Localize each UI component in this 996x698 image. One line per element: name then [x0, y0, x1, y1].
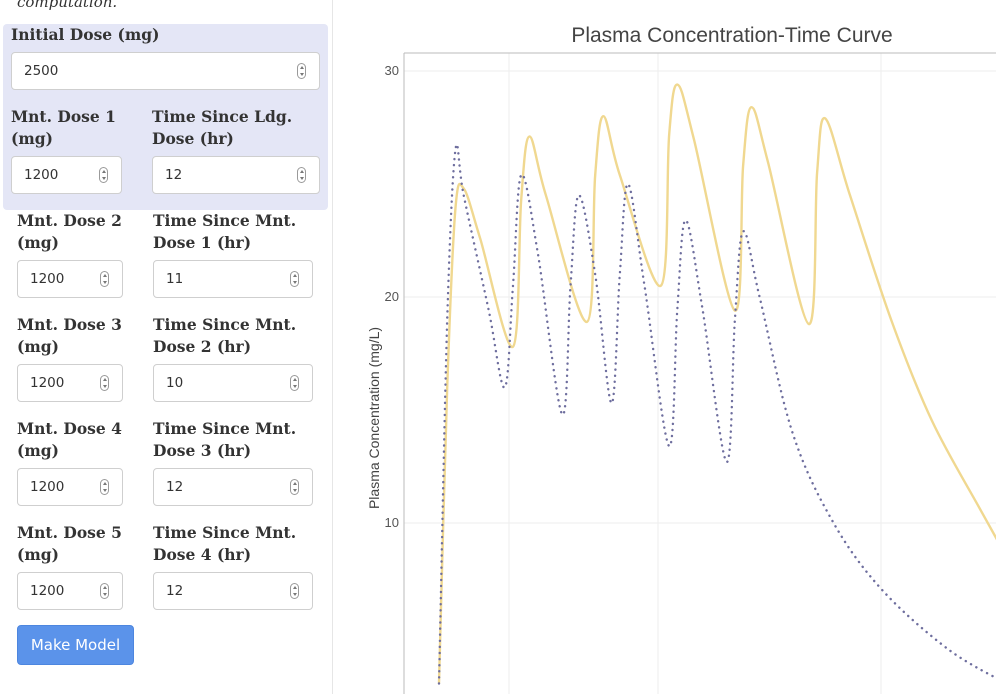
chart-series — [437, 83, 996, 685]
mnt-dose-1-value: 1200 — [24, 167, 59, 183]
spinner-icon[interactable] — [290, 479, 299, 495]
time-since-mnt-dose-3-input[interactable]: 12 — [153, 468, 313, 506]
series-line-dotted — [437, 143, 996, 685]
mnt-dose-3-input[interactable]: 1200 — [17, 364, 123, 402]
mnt-dose-5-input[interactable]: 1200 — [17, 572, 123, 610]
intro-text: computation. — [17, 0, 118, 11]
y-axis-ticks: 10 20 30 — [385, 63, 399, 530]
initial-dose-input[interactable]: 2500 — [11, 52, 320, 90]
spinner-icon[interactable] — [99, 167, 108, 183]
time-since-mnt-dose-2-input[interactable]: 10 — [153, 364, 313, 402]
chart-grid — [404, 53, 996, 694]
spinner-icon[interactable] — [100, 479, 109, 495]
mnt-dose-4-value: 1200 — [30, 479, 65, 495]
mnt-dose-1-label: Mnt. Dose 1 (mg) — [11, 107, 116, 148]
y-tick-label: 10 — [385, 515, 399, 530]
mnt-dose-2-label: Mnt. Dose 2 (mg) — [17, 211, 122, 252]
mnt-dose-1-input[interactable]: 1200 — [11, 156, 122, 194]
time-since-mnt-dose-4-value: 12 — [166, 583, 184, 599]
spinner-icon[interactable] — [100, 375, 109, 391]
chart-panel: 10 20 30 Plasma Concentration-Time Curve P… — [334, 0, 996, 694]
spinner-icon[interactable] — [290, 271, 299, 287]
chart-title: Plasma Concentration-Time Curve — [571, 24, 892, 47]
initial-dose-value: 2500 — [24, 63, 59, 79]
time-since-mnt-dose-3-value: 12 — [166, 479, 184, 495]
mnt-dose-2-input[interactable]: 1200 — [17, 260, 123, 298]
y-axis-label: Plasma Concentration (mg/L) — [366, 327, 382, 509]
time-since-ldg-dose-label: Time Since Ldg. Dose (hr) — [152, 107, 293, 148]
mnt-dose-5-label: Mnt. Dose 5 (mg) — [17, 523, 122, 564]
spinner-icon[interactable] — [290, 375, 299, 391]
mnt-dose-5-value: 1200 — [30, 583, 65, 599]
time-since-mnt-dose-2-label: Time Since Mnt. Dose 2 (hr) — [153, 315, 297, 356]
spinner-icon[interactable] — [100, 271, 109, 287]
time-since-mnt-dose-1-label: Time Since Mnt. Dose 1 (hr) — [153, 211, 297, 252]
spinner-icon[interactable] — [290, 583, 299, 599]
spinner-icon[interactable] — [297, 63, 306, 79]
mnt-dose-2-value: 1200 — [30, 271, 65, 287]
y-tick-label: 20 — [385, 289, 399, 304]
make-model-button[interactable]: Make Model — [17, 625, 134, 665]
time-since-mnt-dose-4-input[interactable]: 12 — [153, 572, 313, 610]
initial-dose-label: Initial Dose (mg) — [11, 25, 160, 44]
concentration-chart: 10 20 30 Plasma Concentration-Time Curve P… — [366, 24, 996, 694]
series-line-solid — [437, 83, 996, 684]
time-since-ldg-dose-input[interactable]: 12 — [152, 156, 320, 194]
y-tick-label: 30 — [385, 63, 399, 78]
time-since-ldg-dose-value: 12 — [165, 167, 183, 183]
input-sidebar: computation. Initial Dose (mg) 2500 Mnt.… — [0, 0, 333, 694]
mnt-dose-3-label: Mnt. Dose 3 (mg) — [17, 315, 122, 356]
mnt-dose-4-label: Mnt. Dose 4 (mg) — [17, 419, 122, 460]
spinner-icon[interactable] — [297, 167, 306, 183]
time-since-mnt-dose-1-value: 11 — [166, 271, 184, 287]
time-since-mnt-dose-1-input[interactable]: 11 — [153, 260, 313, 298]
time-since-mnt-dose-2-value: 10 — [166, 375, 184, 391]
spinner-icon[interactable] — [100, 583, 109, 599]
mnt-dose-3-value: 1200 — [30, 375, 65, 391]
time-since-mnt-dose-4-label: Time Since Mnt. Dose 4 (hr) — [153, 523, 297, 564]
time-since-mnt-dose-3-label: Time Since Mnt. Dose 3 (hr) — [153, 419, 297, 460]
mnt-dose-4-input[interactable]: 1200 — [17, 468, 123, 506]
